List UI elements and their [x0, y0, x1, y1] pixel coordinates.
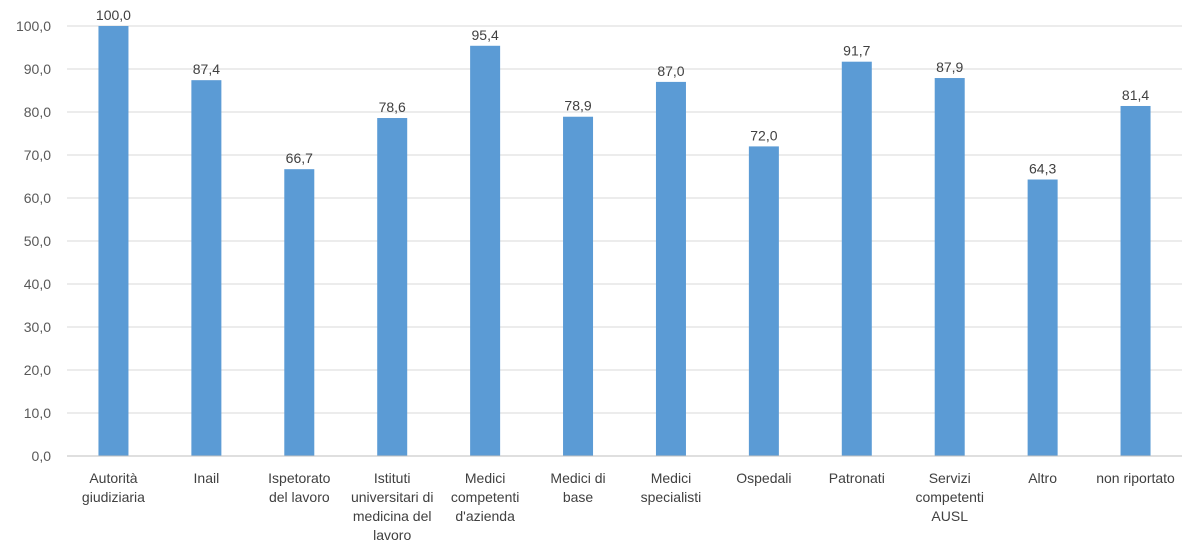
x-category-label: Altro: [1028, 470, 1057, 486]
x-category-label-line: Servizi: [929, 470, 971, 486]
data-labels: 100,0 87,4 66,7 78,6 95,4 78,9 87,0 72,0 91,7 87,…: [96, 7, 1149, 177]
data-label: 78,9: [564, 98, 591, 114]
data-label: 91,7: [843, 43, 870, 59]
bar: [563, 116, 594, 456]
x-category-label-line: Ospedali: [736, 470, 791, 486]
data-label: 66,7: [286, 150, 313, 166]
data-label: 64,3: [1029, 161, 1056, 177]
x-category-label-line: Autorità: [89, 470, 137, 486]
x-category-label: Ospedali: [736, 470, 791, 486]
data-label: 72,0: [750, 127, 777, 143]
bar: [98, 26, 129, 456]
x-category-label-line: del lavoro: [269, 489, 330, 505]
x-category-label-line: Istituti: [374, 470, 411, 486]
data-label: 78,6: [379, 99, 406, 115]
x-category-label-line: competenti: [451, 489, 519, 505]
y-tick-label: 100,0: [16, 18, 51, 34]
y-tick-label: 50,0: [24, 233, 51, 249]
data-label: 95,4: [472, 27, 499, 43]
data-label: 87,9: [936, 59, 963, 75]
x-category-label-line: Patronati: [829, 470, 885, 486]
bar: [748, 146, 779, 456]
y-tick-label: 70,0: [24, 147, 51, 163]
x-category-label-line: Inail: [194, 470, 220, 486]
x-category-label: Patronati: [829, 470, 885, 486]
x-category-label: Medici specialisti: [641, 470, 702, 505]
y-tick-label: 90,0: [24, 61, 51, 77]
x-category-label-line: base: [563, 489, 594, 505]
bar: [470, 45, 501, 456]
x-category-label: Autorità giudiziaria: [82, 470, 145, 505]
x-category-label-line: competenti: [915, 489, 983, 505]
y-tick-label: 40,0: [24, 276, 51, 292]
y-tick-label: 30,0: [24, 319, 51, 335]
bar: [655, 81, 686, 457]
x-category-label-line: medicina del: [353, 508, 432, 524]
x-category-label: Ispetorato del lavoro: [268, 470, 330, 505]
data-label: 100,0: [96, 7, 131, 23]
x-category-label-line: AUSL: [931, 508, 968, 524]
x-category-label: Servizi competenti AUSL: [915, 470, 983, 524]
bar: [934, 78, 965, 456]
x-category-label-line: giudiziaria: [82, 489, 145, 505]
data-label: 87,0: [657, 63, 684, 79]
x-category-label-line: specialisti: [641, 489, 702, 505]
x-category-label-line: Ispetorato: [268, 470, 330, 486]
x-category-label-line: d'azienda: [455, 508, 515, 524]
bar: [191, 80, 222, 457]
y-tick-label: 60,0: [24, 190, 51, 206]
bars: [98, 26, 1151, 457]
y-tick-label: 20,0: [24, 362, 51, 378]
bar: [284, 169, 315, 456]
x-category-label: non riportato: [1096, 470, 1175, 486]
gridlines: [67, 25, 1182, 414]
x-category-label: Inail: [194, 470, 220, 486]
x-category-label-line: Altro: [1028, 470, 1057, 486]
y-tick-label: 10,0: [24, 405, 51, 421]
data-label: 87,4: [193, 61, 220, 77]
x-category-label: Istituti universitari di medicina del lavor…: [351, 470, 433, 543]
bar: [1120, 105, 1151, 456]
x-category-label: Medici di base: [550, 470, 605, 505]
y-axis-tick-labels: 0,0 10,0 20,0 30,0 40,0 50,0 60,0 70,0 80,0 90,0 1…: [16, 18, 51, 464]
bar: [841, 61, 872, 456]
x-category-label-line: lavoro: [373, 527, 411, 543]
y-tick-label: 80,0: [24, 104, 51, 120]
bar: [377, 118, 408, 457]
data-label: 81,4: [1122, 87, 1149, 103]
x-category-label-line: Medici: [465, 470, 505, 486]
x-category-label-line: Medici di: [550, 470, 605, 486]
bar: [1027, 179, 1058, 456]
x-category-label-line: non riportato: [1096, 470, 1175, 486]
x-axis-category-labels: Autorità giudiziaria Inail Ispetorato del la…: [82, 470, 1175, 543]
x-category-label-line: universitari di: [351, 489, 433, 505]
y-tick-label: 0,0: [32, 448, 52, 464]
x-category-label-line: Medici: [651, 470, 691, 486]
x-category-label: Medici competenti d'azienda: [451, 470, 519, 524]
